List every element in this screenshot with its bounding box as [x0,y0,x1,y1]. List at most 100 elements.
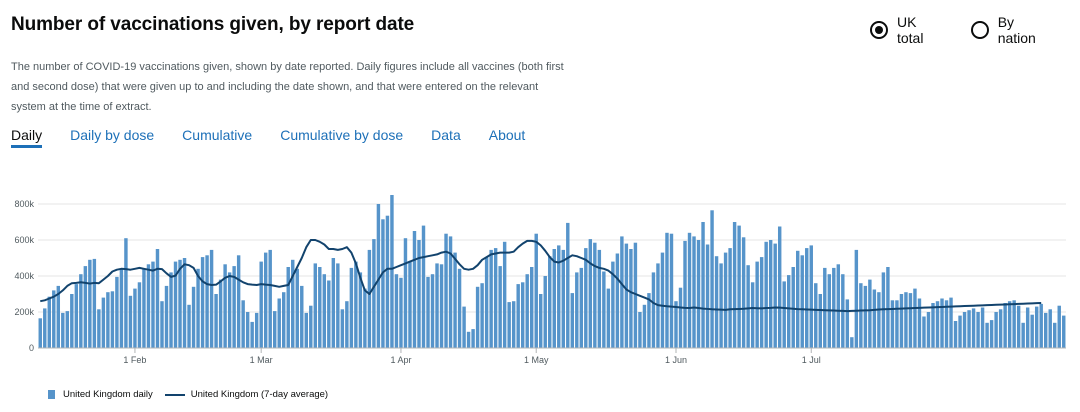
radio-checked-icon[interactable] [870,21,888,39]
legend-item-daily[interactable]: United Kingdom daily [48,389,153,400]
daily-bar [106,292,110,348]
daily-bar [1062,315,1066,348]
daily-bar [931,303,935,348]
vaccinations-chart[interactable]: 0 200k 400k 600k 800k 1 Feb 1 Mar 1 Apr 1 May 1 J… [0,180,1080,380]
daily-bar [480,283,484,348]
daily-bar [859,283,863,348]
daily-bar [466,331,471,348]
tab-cumulative[interactable]: Cumulative [182,127,253,143]
daily-bar [800,255,804,348]
daily-bar [1012,300,1016,348]
daily-bar [791,267,795,348]
y-tick-label: 400k [14,271,34,281]
legend-item-average[interactable]: United Kingdom (7-day average) [164,389,328,400]
daily-bar [435,263,439,348]
daily-bar [187,304,191,348]
daily-bar [575,272,579,348]
legend-label-daily: United Kingdom daily [63,389,153,400]
daily-bar [967,310,971,348]
daily-bar [354,261,358,348]
daily-bar [1016,305,1021,348]
daily-bar [633,242,638,348]
radio-uk-total[interactable]: UK total [870,14,947,46]
bars-layer [38,195,1066,348]
daily-bar [985,322,989,348]
x-tick-label: 1 Feb [123,355,146,365]
daily-bar [868,279,872,348]
tab-about[interactable]: About [488,127,526,143]
daily-bar [300,285,304,348]
daily-bar [516,284,520,348]
daily-bar [399,277,403,348]
daily-bar [327,280,331,348]
daily-bar [372,239,376,348]
y-tick-label: 600k [14,235,34,245]
daily-bar [520,282,525,348]
daily-bar [286,267,290,348]
daily-bar [245,312,250,348]
radio-by-nation[interactable]: By nation [970,14,1056,46]
axis-layer: 0 200k 400k 600k 800k 1 Feb 1 Mar 1 Apr 1 May 1 J… [14,199,1066,365]
daily-bar [1030,314,1034,348]
daily-bar [660,252,665,348]
daily-bar [814,283,818,348]
tab-data[interactable]: Data [431,127,461,143]
daily-bar [557,245,561,348]
chart-legend: United Kingdom daily United Kingdom (7-d… [48,389,340,400]
x-tick-label: 1 Jul [802,355,821,365]
daily-bar [904,292,908,348]
radio-label-by-nation: By nation [997,14,1036,46]
daily-bar [940,298,944,348]
tab-daily[interactable]: Daily [11,127,43,148]
daily-bar [291,259,295,348]
daily-bar [1053,322,1057,348]
daily-bar [665,232,669,348]
daily-bar [877,292,881,348]
daily-bar [169,272,173,348]
daily-bar [620,236,624,348]
daily-bar [615,253,620,348]
daily-bar [624,243,629,348]
daily-bar [787,275,791,348]
daily-bar [989,320,994,348]
daily-bar [484,257,489,348]
daily-bar [43,308,47,348]
daily-bar [998,309,1003,348]
daily-bar [719,263,723,348]
daily-bar [430,274,435,348]
daily-bar [124,238,128,348]
daily-bar [200,257,205,348]
radio-unchecked-icon[interactable] [970,21,989,39]
daily-bar [223,264,227,348]
daily-bar [949,297,953,348]
daily-bar [552,249,556,348]
daily-bar [367,249,372,348]
daily-bar [178,259,182,348]
daily-bar [561,249,565,348]
daily-bar [349,267,354,348]
daily-bar [507,302,511,348]
daily-bar [764,241,768,348]
daily-bar [52,290,56,348]
daily-bar [602,271,606,348]
daily-bar [385,215,390,348]
daily-bar [489,249,493,348]
daily-bar [511,301,516,348]
tab-cumulative-by-dose[interactable]: Cumulative by dose [280,127,404,143]
daily-bar [155,249,160,348]
daily-bar [710,210,714,348]
daily-bar [444,233,448,348]
chart-description: The number of COVID-19 vaccinations give… [11,61,564,113]
daily-bar [263,252,268,348]
daily-bar [696,240,701,348]
x-tick-label: 1 May [524,355,549,365]
daily-bar [92,258,97,348]
daily-bar [836,264,841,348]
daily-bar [146,264,151,348]
tab-daily-by-dose[interactable]: Daily by dose [70,127,155,143]
daily-bar [462,306,466,348]
daily-bar [926,312,931,348]
daily-bar [1021,322,1025,348]
daily-bar [160,301,164,348]
daily-bar [854,249,859,348]
